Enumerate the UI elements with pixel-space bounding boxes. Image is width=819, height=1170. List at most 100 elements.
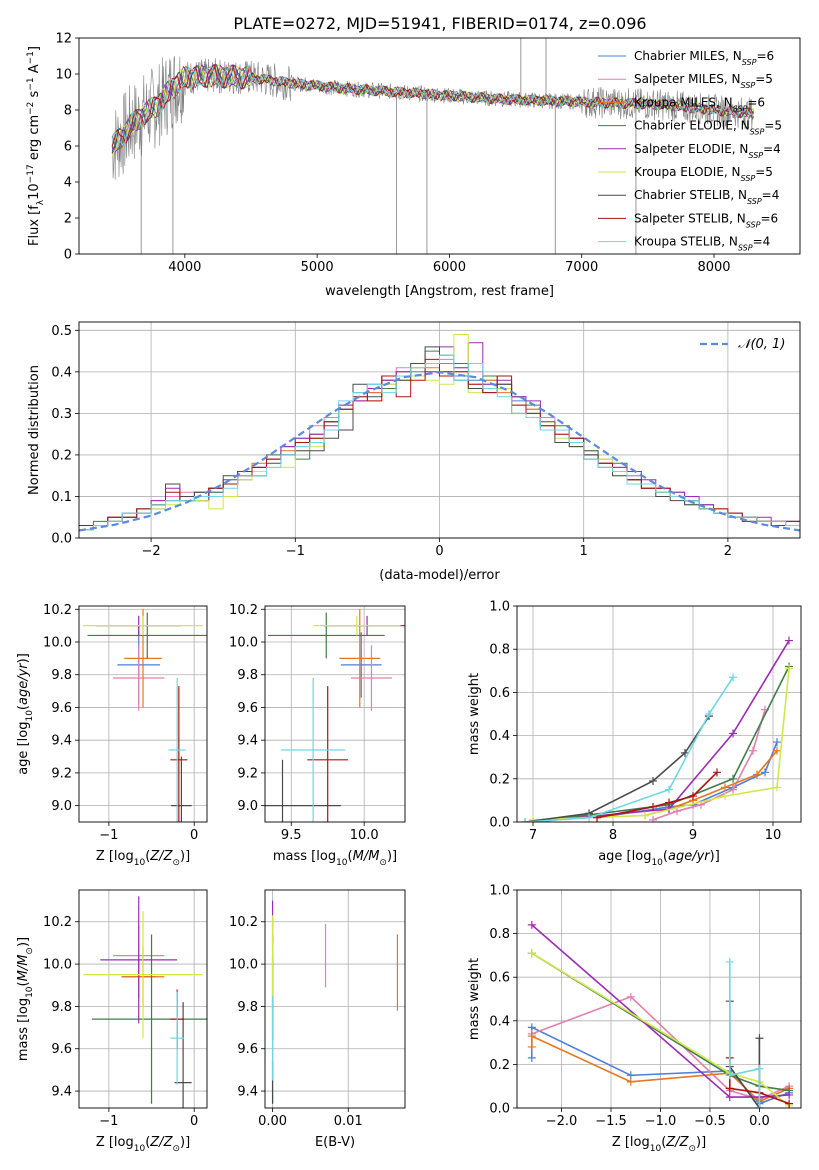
wz-series-line xyxy=(728,961,761,1108)
massebv-xtick-label: 0.01 xyxy=(334,1114,363,1129)
wage-point xyxy=(521,818,529,822)
massz-ylabel-part: )] xyxy=(16,937,31,947)
legend-nssp: =6 xyxy=(756,49,774,63)
wz-plot-area xyxy=(527,920,794,1108)
wage-ytick-label: 0.2 xyxy=(489,772,510,787)
agez-ytick-label: 10.2 xyxy=(43,603,72,618)
agemass-ytick-label: 9.4 xyxy=(237,734,258,749)
agemass-xlabel-part: )] xyxy=(387,849,397,864)
spectrum-ytick-label: 6 xyxy=(64,140,72,155)
wz-ytick-label: 1.0 xyxy=(489,884,510,899)
spectrum-xtick-label: 4000 xyxy=(168,260,201,275)
hist-ytick-label: 0.3 xyxy=(51,407,72,422)
legend-series-name: Chabrier MILES, N xyxy=(634,49,742,63)
massz-xtick-label: 0 xyxy=(190,1114,198,1129)
legend-series-name: Kroupa ELODIE, N xyxy=(634,165,741,179)
wage-xtick-label: 10 xyxy=(765,828,782,843)
agez-ylabel: age [log10(age/yr)] xyxy=(16,653,35,775)
massz-ylabel-part: M/M xyxy=(16,955,31,982)
legend-nssp: =4 xyxy=(762,188,780,202)
wz-xlabel-part: 10 xyxy=(650,1144,662,1154)
massz-xlabel-part: Z [log xyxy=(96,1135,134,1150)
spectrum-model-line xyxy=(111,63,754,147)
agemass-axes: 9.5 10.0 9.0 9.2 9.4 9.6 9.8 10.0 10.2 mass [log1… xyxy=(229,603,406,868)
spectrum-xlabel: wavelength [Angstrom, rest frame] xyxy=(325,284,554,299)
massz-xlabel-part: ⊙ xyxy=(172,1144,180,1154)
legend-nssp: =5 xyxy=(755,165,773,179)
wz-xlabel-part: )] xyxy=(696,1135,706,1150)
agez-ytick-label: 9.0 xyxy=(51,799,72,814)
massz-ylabel-part: ⊙ xyxy=(25,947,35,955)
massz-ylabel-part: mass [log xyxy=(16,998,31,1061)
wz-xlabel-part: ( xyxy=(661,1135,666,1150)
hist-gauss-line xyxy=(79,371,800,532)
hist-axes: −2 −1 0 1 2 0.0 0.1 0.2 0.3 0.4 0.5 (data-model)/er… xyxy=(27,321,801,583)
spectrum-ylabel: Flux [fλ10−17 erg cm−2 s−1 A−1] xyxy=(26,46,46,246)
massz-xlabel-part: 10 xyxy=(134,1144,146,1154)
legend-ssp-sub: SSP xyxy=(748,150,763,159)
legend-series-name: Kroupa MILES, N xyxy=(634,95,733,109)
agemass-ytick-label: 10.0 xyxy=(229,636,258,651)
wage-point xyxy=(729,729,737,738)
massz-xtick-label: −1 xyxy=(99,1114,118,1129)
agemass-xtick-label: 10.0 xyxy=(350,828,379,843)
spectrum-xtick-label: 8000 xyxy=(697,260,730,275)
spectrum-axes: 4000 5000 6000 7000 8000 0 2 4 6 8 10 12 wavelength … xyxy=(26,32,801,299)
wz-xlabel-part: ⊙ xyxy=(688,1144,696,1154)
hist-frame xyxy=(78,321,801,539)
wage-xlabel-part: )] xyxy=(710,849,720,864)
wz-point xyxy=(626,1077,635,1086)
wage-point xyxy=(689,792,697,801)
wage-point xyxy=(773,746,781,755)
wz-point xyxy=(725,1093,734,1102)
massz-ytick-label: 9.8 xyxy=(51,1000,72,1015)
wage-point xyxy=(729,785,737,794)
hist-ytick-label: 0.1 xyxy=(51,490,72,505)
agemass-xlabel-part: 10 xyxy=(336,858,348,868)
legend-ssp-sub: SSP xyxy=(733,104,748,113)
legend-ssp-sub: SSP xyxy=(747,197,762,206)
hist-xtick-label: −1 xyxy=(286,544,305,559)
wage-ytick-label: 0.6 xyxy=(489,686,510,701)
spectrum-model-line xyxy=(111,63,755,157)
agemass-plot-area xyxy=(265,609,405,822)
spectrum-ytick-label: 0 xyxy=(64,248,72,263)
spectrum-ylabel-part: ] xyxy=(27,46,42,51)
legend-nssp: =4 xyxy=(753,235,771,249)
wz-point xyxy=(626,992,635,1001)
wz-ylabel: mass weight xyxy=(467,958,482,1040)
wage-point xyxy=(649,815,657,822)
spectrum-ylabel-part: −17 xyxy=(26,164,36,183)
wz-point xyxy=(725,1084,734,1093)
wage-point xyxy=(729,673,737,682)
wz-point xyxy=(527,949,536,958)
wage-point xyxy=(713,768,721,777)
agez-frame xyxy=(78,605,208,823)
spectrum-ytick-label: 12 xyxy=(55,32,72,47)
wz-xtick-label: −0.5 xyxy=(694,1114,726,1129)
wage-point xyxy=(773,738,781,747)
wz-point xyxy=(755,1104,764,1108)
massebv-ytick-label: 9.4 xyxy=(237,1085,258,1100)
wz-series-line xyxy=(531,952,790,1092)
agez-ytick-label: 9.2 xyxy=(51,766,72,781)
spectrum-ytick-label: 10 xyxy=(55,68,72,83)
spectrum-plot-area xyxy=(111,38,755,254)
wz-xtick-label: −1.0 xyxy=(645,1114,677,1129)
wage-point xyxy=(721,792,729,801)
massz-xlabel: Z [log10(Z/Z⊙)] xyxy=(96,1135,190,1154)
agez-xlabel: Z [log10(Z/Z⊙)] xyxy=(96,849,190,868)
massz-ylabel: mass [log10(M/M⊙)] xyxy=(16,937,35,1061)
agez-ylabel-part: )] xyxy=(16,653,31,663)
spectrum-ylabel-part: Flux [f xyxy=(27,205,42,246)
legend-series-name: Chabrier STELIB, N xyxy=(634,188,747,202)
wz-point xyxy=(755,1064,764,1073)
wage-xlabel-part: age [log xyxy=(598,849,651,864)
legend-nssp: =6 xyxy=(760,211,778,225)
spectrum-ytick-label: 2 xyxy=(64,212,72,227)
agez-xtick-label: −1 xyxy=(99,828,118,843)
massebv-ytick-label: 10.0 xyxy=(229,958,258,973)
massebv-ytick-label: 9.8 xyxy=(237,1000,258,1015)
spectrum-ylabel-part: 10 xyxy=(27,183,42,200)
